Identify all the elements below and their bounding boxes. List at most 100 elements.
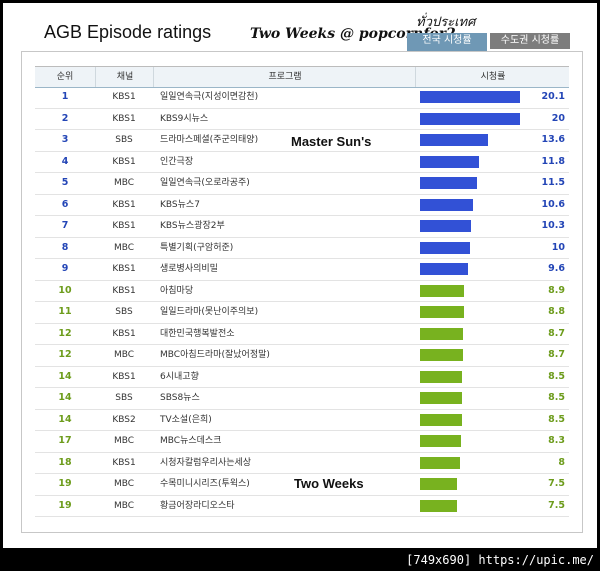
table-row[interactable]: 4 KBS1 인간극장 11.8 [35, 152, 569, 173]
rating-value: 11.8 [541, 155, 565, 167]
rating-bar-track [420, 263, 530, 275]
program-cell: KBS9시뉴스 [160, 113, 209, 124]
tab-nationwide[interactable]: 전국 시청률 [407, 33, 487, 52]
program-cell: 대한민국행복발전소 [160, 328, 235, 339]
rank-cell: 7 [61, 220, 69, 231]
table-row[interactable]: 1 KBS1 일일연속극(지성이면감천) 20.1 [35, 87, 569, 109]
program-cell: KBS뉴스광장2부 [160, 221, 225, 231]
column-header-program: 프로그램 [153, 67, 416, 87]
rating-bar [420, 198, 473, 211]
table-row[interactable]: 8 MBC 특별기획(구암허준) 10 [35, 238, 569, 259]
program-cell: SBS8뉴스 [160, 393, 200, 403]
channel-cell: KBS1 [112, 156, 136, 167]
rating-bar [420, 134, 488, 146]
table-row[interactable]: 6 KBS1 KBS뉴스7 10.6 [35, 195, 569, 216]
program-cell: 드라마스페셜(주군의태양) [160, 135, 259, 145]
program-cell: 일일연속극(지성이면감천) [160, 92, 259, 102]
rating-bar [420, 392, 462, 404]
rank-cell: 12 [58, 327, 72, 339]
rating-bar [420, 91, 520, 103]
table-row[interactable]: 2 KBS1 KBS9시뉴스 20 [35, 109, 569, 130]
table-row[interactable]: 3 SBS 드라마스페셜(주군의태양) 13.6 [35, 130, 569, 152]
table-row[interactable]: 7 KBS1 KBS뉴스광장2부 10.3 [35, 216, 569, 238]
rank-cell: 19 [58, 499, 72, 511]
channel-cell: KBS1 [112, 457, 136, 468]
program-cell: 수목미니시리즈(투윅스) [160, 479, 250, 489]
rating-bar-track [420, 306, 530, 318]
table-row[interactable]: 9 KBS1 생로병사의비밀 9.6 [35, 259, 569, 281]
rating-bar-track [420, 499, 530, 512]
rating-bar-track [420, 392, 530, 404]
rating-bar [420, 413, 462, 426]
rating-bar [420, 220, 471, 232]
channel-cell: MBC [113, 350, 135, 360]
channel-cell: KBS2 [112, 414, 136, 425]
rating-bar-track [420, 91, 530, 103]
rating-value: 8.5 [548, 413, 565, 425]
rank-cell: 17 [58, 435, 72, 446]
table-row[interactable]: 14 KBS1 6시내고향 8.5 [35, 367, 569, 388]
table-row[interactable]: 14 KBS2 TV소설(은희) 8.5 [35, 410, 569, 431]
rating-value: 8 [558, 456, 565, 468]
table-row[interactable]: 19 MBC 황금어장라디오스타 7.5 [35, 496, 569, 517]
program-cell: 특별기획(구암허준) [160, 242, 234, 253]
table-row[interactable]: 11 SBS 일일드라마(못난이주의보) 8.8 [35, 302, 569, 324]
rating-bar-track [420, 413, 530, 426]
rating-bar-track [420, 456, 530, 469]
rating-value: 8.5 [548, 370, 565, 382]
rating-bar-track [420, 177, 530, 189]
table-row[interactable]: 10 KBS1 아침마당 8.9 [35, 281, 569, 302]
table-row[interactable]: 17 MBC MBC뉴스데스크 8.3 [35, 431, 569, 453]
channel-cell: KBS1 [112, 328, 136, 339]
rating-bar-track [420, 370, 530, 383]
rating-bar-track [420, 155, 530, 168]
rank-cell: 14 [58, 370, 72, 382]
channel-cell: MBC [113, 242, 135, 253]
table-row[interactable]: 19 MBC 수목미니시리즈(투윅스) 7.5 [35, 474, 569, 496]
rating-value: 13.6 [541, 134, 565, 145]
table-row[interactable]: 12 KBS1 대한민국행복발전소 8.7 [35, 324, 569, 345]
channel-cell: MBC [113, 500, 135, 511]
rating-value: 20 [551, 112, 565, 124]
rating-bar [420, 177, 477, 189]
rating-value: 8.7 [548, 327, 565, 339]
rank-cell: 1 [61, 91, 69, 102]
program-cell: MBC뉴스데스크 [160, 436, 222, 446]
rating-bar-track [420, 478, 530, 490]
program-cell: 일일연속극(오로라공주) [160, 178, 250, 188]
ratings-panel: 순위 채널 프로그램 시청률 1 KBS1 일일연속극(지성이면감천) 20.1 2 KB… [21, 51, 583, 533]
table-row[interactable]: 12 MBC MBC아침드라마(잘났어정말) 8.7 [35, 345, 569, 367]
watermark: [749x690] https://upic.me/ [406, 553, 594, 567]
column-header-rating: 시청률 [415, 67, 570, 87]
program-cell: 생로병사의비밀 [160, 264, 218, 274]
rating-bar-track [420, 241, 530, 254]
rank-cell: 5 [61, 177, 69, 188]
rating-value: 7.5 [548, 478, 565, 489]
rank-cell: 10 [58, 284, 72, 296]
rating-bar-track [420, 198, 530, 211]
rating-value: 8.5 [548, 392, 565, 403]
channel-cell: KBS1 [112, 285, 136, 296]
annotation-master-sun: Master Sun's [291, 134, 372, 149]
table-header: 순위 채널 프로그램 시청률 [35, 66, 569, 88]
tab-capital-area[interactable]: 수도권 시청률 [490, 33, 570, 49]
rating-bar-track [420, 435, 530, 447]
rank-cell: 19 [58, 478, 72, 489]
rating-bar-track [420, 220, 530, 232]
rank-cell: 12 [58, 349, 72, 360]
rating-bar [420, 478, 457, 490]
table-row[interactable]: 18 KBS1 시청자칼럼우리사는세상 8 [35, 453, 569, 474]
table-row[interactable]: 5 MBC 일일연속극(오로라공주) 11.5 [35, 173, 569, 195]
rating-value: 10 [551, 241, 565, 253]
rating-bar [420, 112, 520, 125]
rating-value: 8.7 [548, 349, 565, 360]
rating-value: 9.6 [548, 263, 565, 274]
rating-bar [420, 349, 463, 361]
table-row[interactable]: 14 SBS SBS8뉴스 8.5 [35, 388, 569, 410]
rating-bar-track [420, 327, 530, 340]
channel-cell: MBC [113, 178, 135, 188]
rating-bar [420, 284, 464, 297]
program-cell: 6시내고향 [160, 371, 199, 382]
rank-cell: 2 [61, 112, 69, 124]
rating-bar-track [420, 349, 530, 361]
